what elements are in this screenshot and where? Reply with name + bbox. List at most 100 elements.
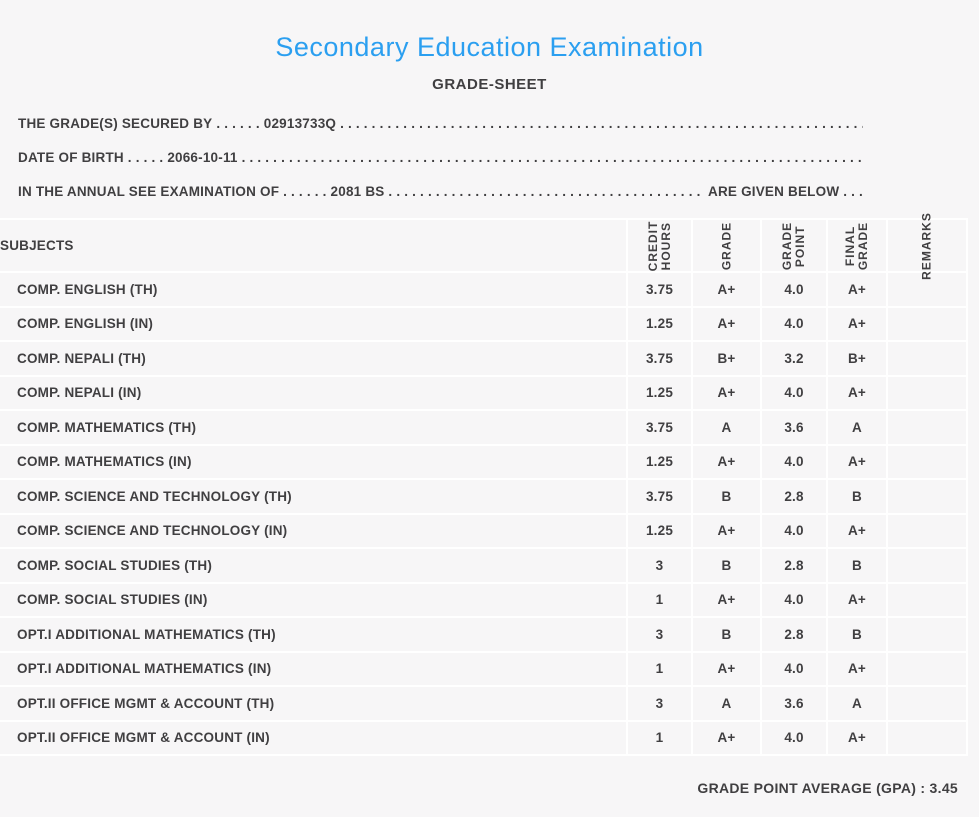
credit-hours-cell: 1.25 xyxy=(626,512,692,548)
credit-hours-cell: 1 xyxy=(626,581,692,617)
gpa-label: GRADE POINT AVERAGE (GPA) : xyxy=(697,780,926,796)
info-section: THE GRADE(S) SECURED BY . . . . . . 0291… xyxy=(0,116,979,199)
subject-cell: COMP. SOCIAL STUDIES (IN) xyxy=(0,581,627,617)
remarks-cell xyxy=(886,305,968,341)
column-header-grade: GRADE xyxy=(691,218,761,272)
final-grade-cell: B+ xyxy=(826,340,887,376)
grade-point-cell: 4.0 xyxy=(760,374,827,410)
subject-cell: COMP. SCIENCE AND TECHNOLOGY (TH) xyxy=(0,478,627,514)
remarks-cell xyxy=(886,478,968,514)
remarks-cell xyxy=(886,581,968,617)
credit-hours-cell: 3 xyxy=(626,547,692,583)
credit-hours-cell: 3 xyxy=(626,616,692,652)
grade-cell: A+ xyxy=(691,512,761,548)
final-grade-cell: B xyxy=(826,478,887,514)
remarks-cell xyxy=(886,374,968,410)
subject-cell: COMP. NEPALI (IN) xyxy=(0,374,627,410)
grade-point-cell: 3.2 xyxy=(760,340,827,376)
grade-cell: A+ xyxy=(691,374,761,410)
credit-hours-cell: 1.25 xyxy=(626,374,692,410)
remarks-cell xyxy=(886,719,968,756)
dot-filler: . . . . . . . . . . . . . . . . . . . . … xyxy=(241,150,862,165)
grade-cell: B xyxy=(691,547,761,583)
dot-leader: . . . . . . xyxy=(279,184,331,199)
final-grade-cell: A+ xyxy=(826,650,887,686)
date-of-birth-value: 2066-10-11 xyxy=(167,150,238,165)
table-row: COMP. MATHEMATICS (IN) 1.25 A+ 4.0 A+ xyxy=(0,443,968,479)
info-suffix: ARE GIVEN BELOW xyxy=(704,184,840,199)
grade-cell: B+ xyxy=(691,340,761,376)
gpa-value: 3.45 xyxy=(925,780,958,796)
column-header-final-grade: FINAL GRADE xyxy=(826,218,887,272)
column-header-grade-point: GRADE POINT xyxy=(760,218,827,272)
final-grade-cell: B xyxy=(826,547,887,583)
credit-hours-cell: 1.25 xyxy=(626,443,692,479)
subject-cell: COMP. SCIENCE AND TECHNOLOGY (IN) xyxy=(0,512,627,548)
grade-cell: A xyxy=(691,409,761,445)
credit-hours-cell: 1 xyxy=(626,719,692,756)
credit-hours-cell: 3.75 xyxy=(626,271,692,307)
grade-point-cell: 4.0 xyxy=(760,443,827,479)
final-grade-cell: A+ xyxy=(826,719,887,756)
grade-point-cell: 2.8 xyxy=(760,547,827,583)
final-grade-cell: A+ xyxy=(826,512,887,548)
grades-table: SUBJECTS CREDIT HOURS GRADE GRADE POINT … xyxy=(0,212,968,756)
grade-cell: A+ xyxy=(691,581,761,617)
subject-cell: OPT.I ADDITIONAL MATHEMATICS (TH) xyxy=(0,616,627,652)
grade-point-cell: 4.0 xyxy=(760,305,827,341)
grade-point-cell: 4.0 xyxy=(760,719,827,756)
subject-cell: COMP. MATHEMATICS (IN) xyxy=(0,443,627,479)
remarks-cell xyxy=(886,512,968,548)
table-header-row: SUBJECTS CREDIT HOURS GRADE GRADE POINT … xyxy=(0,212,968,279)
subject-cell: COMP. SOCIAL STUDIES (TH) xyxy=(0,547,627,583)
credit-hours-cell: 3.75 xyxy=(626,340,692,376)
page-title: Secondary Education Examination xyxy=(275,32,704,62)
remarks-cell xyxy=(886,443,968,479)
info-line-secured-by: THE GRADE(S) SECURED BY . . . . . . 0291… xyxy=(18,116,863,131)
grade-point-cell: 4.0 xyxy=(760,271,827,307)
subject-cell: OPT.II OFFICE MGMT & ACCOUNT (TH) xyxy=(0,685,627,721)
dot-trailer: . . . xyxy=(839,184,863,199)
final-grade-cell: A xyxy=(826,409,887,445)
table-row: COMP. ENGLISH (IN) 1.25 A+ 4.0 A+ xyxy=(0,305,968,341)
table-row: COMP. SOCIAL STUDIES (TH) 3 B 2.8 B xyxy=(0,547,968,583)
final-grade-cell: A+ xyxy=(826,443,887,479)
column-header-credit-hours: CREDIT HOURS xyxy=(626,218,692,272)
page-subtitle: GRADE-SHEET xyxy=(432,76,547,93)
grade-point-cell: 2.8 xyxy=(760,478,827,514)
info-label: THE GRADE(S) SECURED BY xyxy=(18,116,213,131)
final-grade-cell: A+ xyxy=(826,271,887,307)
table-row: COMP. SCIENCE AND TECHNOLOGY (IN) 1.25 A… xyxy=(0,512,968,548)
credit-hours-cell: 3.75 xyxy=(626,478,692,514)
table-row: OPT.I ADDITIONAL MATHEMATICS (TH) 3 B 2.… xyxy=(0,616,968,652)
info-label: DATE OF BIRTH xyxy=(18,150,124,165)
remarks-cell xyxy=(886,547,968,583)
subject-cell: OPT.I ADDITIONAL MATHEMATICS (IN) xyxy=(0,650,627,686)
subject-cell: OPT.II OFFICE MGMT & ACCOUNT (IN) xyxy=(0,719,627,756)
table-row: COMP. MATHEMATICS (TH) 3.75 A 3.6 A xyxy=(0,409,968,445)
dot-leader: . . . . . xyxy=(123,150,168,165)
final-grade-cell: A+ xyxy=(826,581,887,617)
grade-cell: A+ xyxy=(691,305,761,341)
final-grade-cell: A xyxy=(826,685,887,721)
info-label: IN THE ANNUAL SEE EXAMINATION OF xyxy=(18,184,280,199)
symbol-number-value: 02913733Q xyxy=(263,116,337,131)
remarks-cell xyxy=(886,340,968,376)
credit-hours-cell: 3.75 xyxy=(626,409,692,445)
credit-hours-cell: 1.25 xyxy=(626,305,692,341)
grade-point-cell: 4.0 xyxy=(760,581,827,617)
credit-hours-cell: 1 xyxy=(626,650,692,686)
credit-hours-cell: 3 xyxy=(626,685,692,721)
dot-leader: . . . . . . xyxy=(212,116,264,131)
table-row: COMP. NEPALI (IN) 1.25 A+ 4.0 A+ xyxy=(0,374,968,410)
grade-point-cell: 4.0 xyxy=(760,650,827,686)
grade-cell: A xyxy=(691,685,761,721)
column-header-remarks: REMARKS xyxy=(886,212,968,279)
remarks-cell xyxy=(886,650,968,686)
table-row: COMP. SOCIAL STUDIES (IN) 1 A+ 4.0 A+ xyxy=(0,581,968,617)
info-line-exam-year: IN THE ANNUAL SEE EXAMINATION OF . . . .… xyxy=(18,184,863,199)
column-header-subjects: SUBJECTS xyxy=(0,218,627,272)
table-row: OPT.II OFFICE MGMT & ACCOUNT (IN) 1 A+ 4… xyxy=(0,719,968,756)
final-grade-cell: A+ xyxy=(826,374,887,410)
table-row: OPT.I ADDITIONAL MATHEMATICS (IN) 1 A+ 4… xyxy=(0,650,968,686)
